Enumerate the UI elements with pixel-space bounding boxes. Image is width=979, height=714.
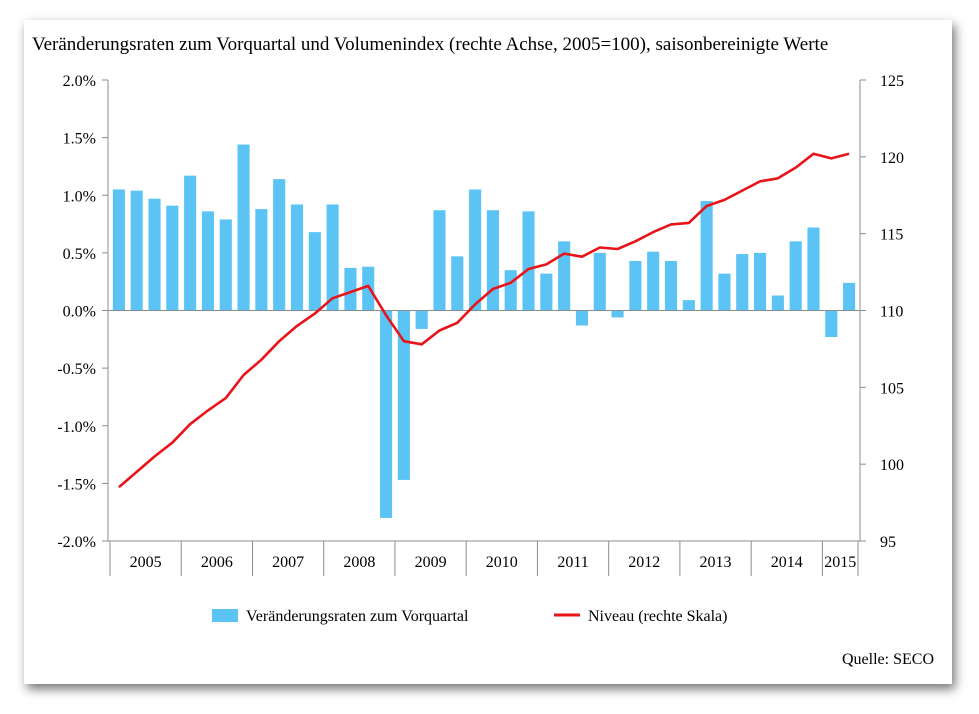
left-axis-tick-label: 2.0% [63, 73, 96, 90]
bar [664, 260, 678, 311]
left-axis-tick-label: 1.0% [63, 188, 96, 205]
year-label: 2005 [130, 554, 162, 571]
bar [825, 310, 838, 338]
right-axis-tick-label: 100 [880, 457, 904, 474]
bar [273, 179, 286, 311]
legend-line-label: Niveau (rechte Skala) [588, 608, 727, 625]
bar [451, 256, 464, 311]
legend-bar-label: Veränderungsraten zum Vorquartal [246, 608, 469, 625]
bar [255, 209, 268, 311]
legend: Veränderungsraten zum Vorquartal Niveau … [212, 608, 727, 625]
bar [807, 227, 820, 311]
bar [237, 144, 250, 311]
bar [397, 310, 410, 480]
left-axis-tick-label: -1.5% [57, 476, 96, 493]
year-label: 2007 [272, 554, 304, 571]
year-label: 2010 [486, 554, 518, 571]
bar [753, 252, 767, 311]
bar [718, 273, 731, 311]
year-label: 2006 [201, 554, 233, 571]
left-axis-tick-label: 0.0% [63, 304, 96, 321]
left-axis-tick-label: -0.5% [57, 361, 96, 378]
bar [130, 190, 143, 311]
right-axis-tick-label: 95 [880, 534, 896, 551]
chart-title: Veränderungsraten zum Vorquartal und Vol… [32, 34, 828, 55]
bar [575, 310, 589, 326]
bar [504, 270, 517, 311]
bar [611, 310, 624, 318]
year-label: 2011 [557, 554, 588, 571]
bar [184, 175, 197, 311]
bar [308, 232, 321, 311]
right-axis-tick-label: 120 [880, 150, 904, 167]
right-axis-tick-label: 110 [880, 304, 903, 321]
bar [219, 219, 232, 311]
bar [593, 252, 606, 311]
bar [112, 189, 125, 311]
bar [700, 201, 713, 311]
year-label: 2008 [343, 554, 375, 571]
bar [647, 251, 660, 311]
source-label: Quelle: SECO [842, 651, 934, 668]
left-axis-tick-label: -1.0% [57, 419, 96, 436]
year-label: 2014 [771, 554, 803, 571]
plot-area: -2.0% -1.5% -1.0% -0.5% 0.0% 0.5% 1.0% 1.5% 2.0%… [57, 73, 904, 576]
bar [486, 210, 499, 311]
left-axis-tick-label: 1.5% [63, 131, 96, 148]
chart: Veränderungsraten zum Vorquartal und Vol… [32, 34, 934, 668]
bar [682, 300, 695, 311]
bar [469, 189, 482, 311]
bar [415, 310, 428, 329]
bar [558, 241, 571, 311]
bar [290, 204, 304, 311]
bar [540, 273, 553, 311]
level-line [118, 152, 850, 489]
bar [379, 310, 393, 518]
left-axis-tick-label: -2.0% [57, 534, 96, 551]
year-label: 2009 [415, 554, 447, 571]
right-axis-tick-label: 125 [880, 73, 904, 90]
legend-bar-swatch [212, 609, 238, 622]
left-axis-tick-label: 0.5% [63, 246, 96, 263]
bar [201, 211, 215, 311]
bar [166, 205, 179, 311]
bar [522, 211, 535, 311]
bar [362, 266, 375, 311]
chart-frame: Veränderungsraten zum Vorquartal und Vol… [24, 20, 952, 684]
bar [326, 204, 339, 311]
bar [344, 267, 357, 311]
bar [433, 210, 446, 311]
year-label: 2015 [824, 554, 856, 571]
bar [789, 241, 802, 311]
bar [629, 260, 642, 311]
right-axis-tick-label: 105 [880, 380, 904, 397]
year-label: 2012 [628, 554, 660, 571]
bar [771, 295, 784, 311]
year-label: 2013 [700, 554, 732, 571]
bar [843, 282, 856, 311]
right-axis-tick-label: 115 [880, 227, 903, 244]
bar [148, 198, 161, 311]
bar [736, 254, 749, 311]
